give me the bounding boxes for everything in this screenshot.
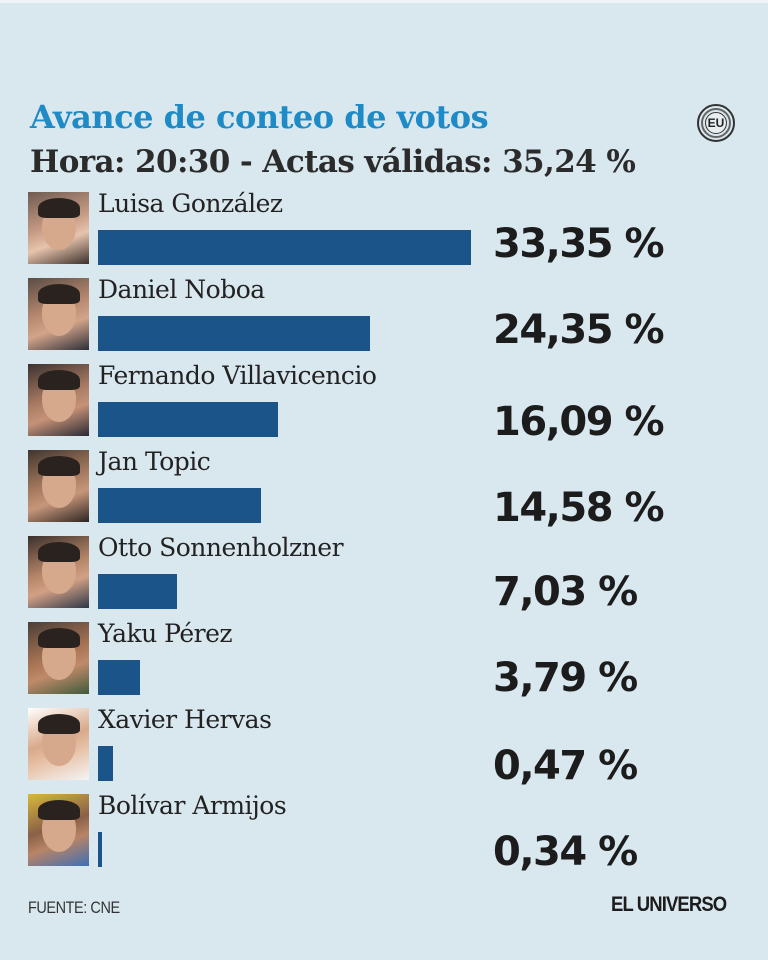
vote-percentage: 0,47 % — [493, 743, 638, 789]
candidate-row: Luisa González 33,35 % — [0, 189, 768, 267]
vote-bar — [98, 746, 113, 781]
candidate-name: Bolívar Armijos — [98, 791, 287, 820]
candidate-name: Otto Sonnenholzner — [98, 533, 344, 562]
hair-shape — [38, 800, 80, 820]
vote-percentage: 3,79 % — [493, 655, 638, 701]
candidate-row: Bolívar Armijos 0,34 % — [0, 791, 768, 875]
logo-inner-ring — [705, 112, 727, 134]
hair-shape — [38, 370, 80, 390]
hair-shape — [38, 628, 80, 648]
candidate-row: Fernando Villavicencio 16,09 % — [0, 361, 768, 445]
top-border — [0, 0, 768, 3]
eu-logo-icon: EU — [697, 104, 735, 142]
candidate-photo — [28, 708, 89, 780]
logo-badge-text: EU — [707, 116, 725, 130]
candidate-name: Yaku Pérez — [98, 619, 233, 648]
vote-bar — [98, 660, 140, 695]
candidate-name: Luisa González — [98, 189, 283, 218]
vote-percentage: 33,35 % — [493, 221, 665, 267]
candidate-name: Daniel Noboa — [98, 275, 265, 304]
hair-shape — [38, 714, 80, 734]
brand-logo: EL UNIVERSO — [611, 893, 727, 916]
candidate-photo — [28, 364, 89, 436]
hair-shape — [38, 456, 80, 476]
candidate-photo — [28, 536, 89, 608]
candidate-row: Daniel Noboa 24,35 % — [0, 275, 768, 353]
hair-shape — [38, 284, 80, 304]
vote-bar — [98, 230, 471, 265]
vote-bar — [98, 316, 370, 351]
candidate-photo — [28, 622, 89, 694]
candidate-row: Jan Topic 14,58 % — [0, 447, 768, 531]
chart-title: Avance de conteo de votos — [30, 98, 489, 136]
logo-ring — [701, 108, 731, 138]
candidate-photo — [28, 278, 89, 350]
hair-shape — [38, 198, 80, 218]
candidate-row: Yaku Pérez 3,79 % — [0, 619, 768, 701]
vote-bar — [98, 402, 278, 437]
vote-bar — [98, 488, 261, 523]
vote-percentage: 7,03 % — [493, 569, 638, 615]
candidate-name: Xavier Hervas — [98, 705, 272, 734]
candidate-name: Fernando Villavicencio — [98, 361, 377, 390]
vote-percentage: 24,35 % — [493, 307, 665, 353]
candidate-name: Jan Topic — [98, 447, 211, 476]
vote-bar — [98, 832, 102, 867]
candidate-photo — [28, 192, 89, 264]
vote-percentage: 0,34 % — [493, 829, 638, 875]
candidate-photo — [28, 450, 89, 522]
source-label: FUENTE: CNE — [28, 898, 120, 917]
hair-shape — [38, 542, 80, 562]
candidate-photo — [28, 794, 89, 866]
vote-bar — [98, 574, 177, 609]
vote-percentage: 16,09 % — [493, 399, 665, 445]
vote-percentage: 14,58 % — [493, 485, 665, 531]
chart-subtitle: Hora: 20:30 - Actas válidas: 35,24 % — [30, 144, 636, 180]
candidate-row: Otto Sonnenholzner 7,03 % — [0, 533, 768, 615]
candidate-row: Xavier Hervas 0,47 % — [0, 705, 768, 789]
